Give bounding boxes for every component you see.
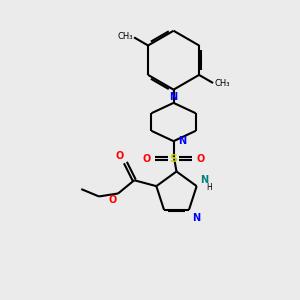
Text: CH₃: CH₃ — [214, 79, 230, 88]
Text: CH₃: CH₃ — [117, 32, 133, 41]
Text: H: H — [206, 183, 212, 192]
Text: O: O — [142, 154, 151, 164]
Text: N: N — [192, 213, 200, 224]
Text: O: O — [196, 154, 205, 164]
Text: S: S — [169, 154, 178, 164]
Text: N: N — [200, 175, 208, 185]
Text: O: O — [108, 195, 117, 205]
Text: N: N — [178, 136, 186, 146]
Text: N: N — [169, 92, 178, 102]
Text: O: O — [116, 151, 124, 161]
